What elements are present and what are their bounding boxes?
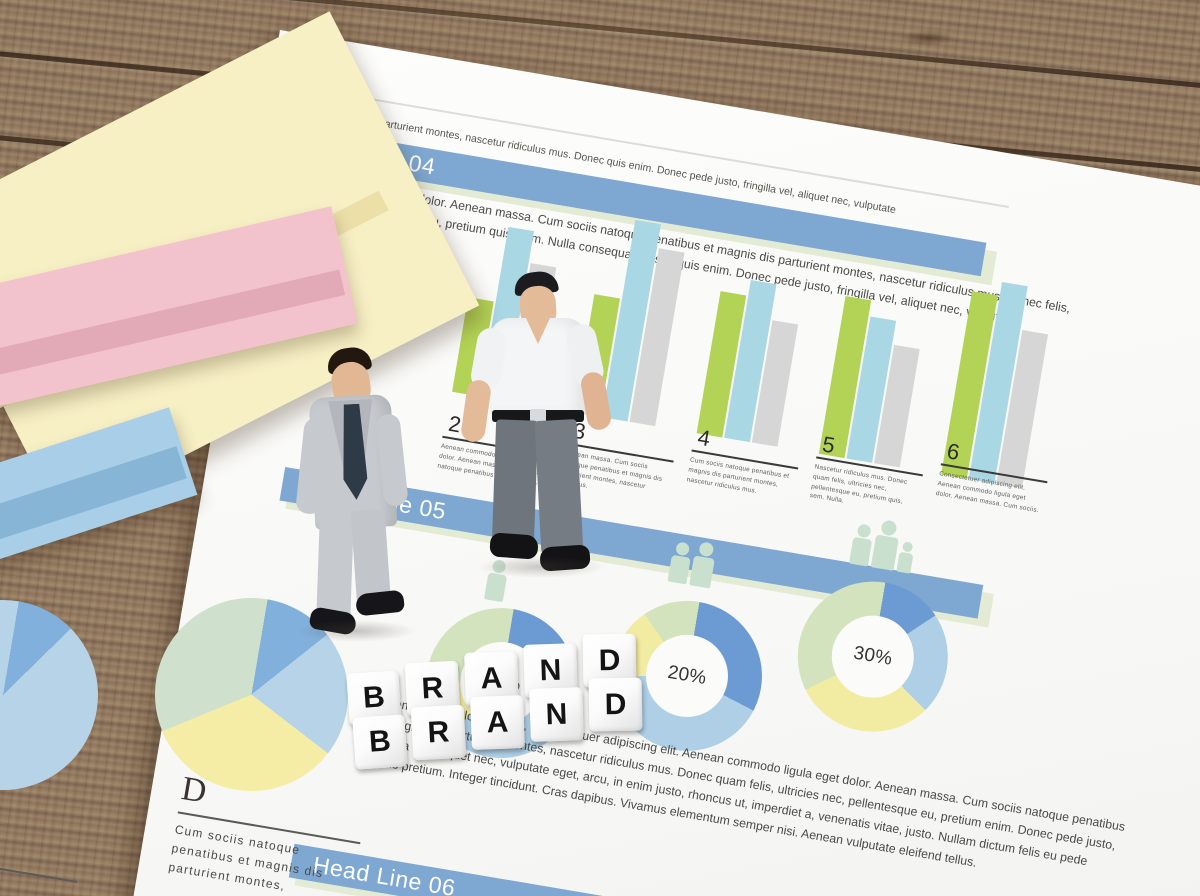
cube-letter[interactable]: A	[470, 695, 525, 750]
donut-hole: 30%	[825, 609, 921, 704]
cube-letter-text: A	[480, 661, 503, 695]
miniature-figure-businessman-suit	[286, 345, 416, 648]
figure-pant-left	[491, 419, 539, 547]
donut-percent-3: 30%	[851, 642, 894, 670]
cube-letter-text: R	[426, 714, 451, 750]
cube-letter-text: B	[361, 680, 386, 715]
cube-letter[interactable]: B	[352, 714, 408, 770]
person-icon	[896, 541, 915, 574]
person-icon	[689, 541, 717, 589]
figure-forearm-right	[579, 370, 613, 432]
figure-shadow	[296, 620, 416, 642]
pictogram-group-2	[667, 537, 717, 589]
cube-letter-text: D	[598, 643, 621, 677]
cube-letter-text: N	[539, 653, 562, 687]
wood-knot	[900, 30, 955, 46]
cube-letter-text: N	[545, 697, 568, 731]
figure-shoe-right	[354, 589, 406, 617]
figure-belt-buckle	[530, 409, 546, 422]
figure-forearm-left	[459, 378, 493, 444]
figure-pant-right	[534, 418, 584, 558]
cube-letter[interactable]: N	[529, 687, 584, 742]
figure-shadow	[476, 556, 606, 578]
cube-letter-text: B	[367, 724, 392, 759]
cube-letter[interactable]: D	[588, 677, 643, 732]
cube-letter[interactable]: R	[410, 704, 467, 761]
cube-letter-text: R	[420, 670, 445, 706]
cube-letter-text: A	[486, 705, 509, 739]
pictogram-group-3	[849, 515, 918, 574]
donut-hole: 20%	[639, 628, 735, 724]
miniature-figure-shirt	[452, 269, 622, 578]
donut-percent-2: 20%	[666, 661, 709, 690]
brand-letter-cubes: B R A N D B R A N D	[344, 633, 643, 770]
cube-letter-text: D	[604, 687, 627, 721]
